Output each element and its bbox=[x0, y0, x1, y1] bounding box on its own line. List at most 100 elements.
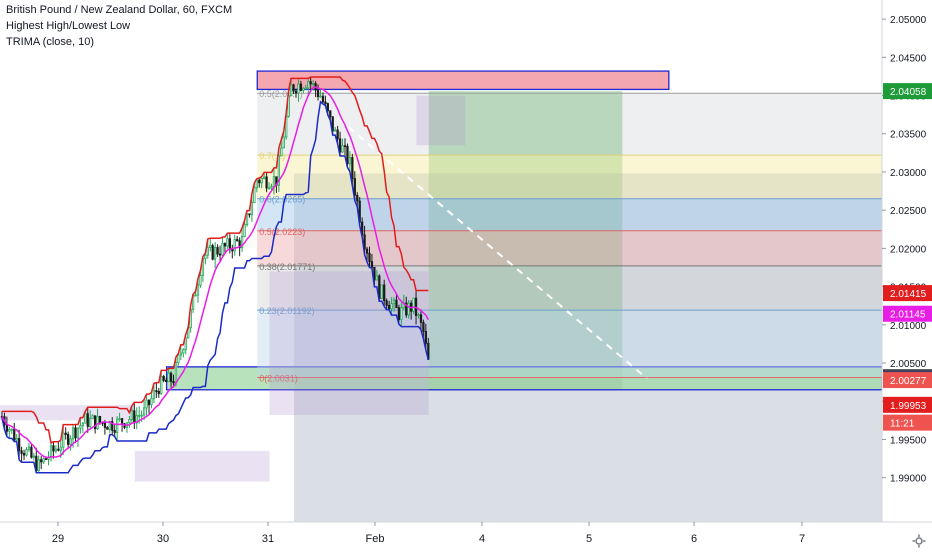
range-shading bbox=[294, 173, 882, 522]
x-tick-label: 7 bbox=[799, 533, 805, 545]
candle-body bbox=[57, 448, 60, 451]
y-tick-label: 1.99500 bbox=[890, 435, 927, 446]
y-tick-label: 2.02500 bbox=[890, 206, 927, 217]
candle-body bbox=[93, 415, 97, 430]
highest-high-line[interactable] bbox=[2, 76, 429, 444]
candle-body bbox=[407, 302, 410, 316]
candle-body bbox=[351, 157, 354, 179]
candle-body bbox=[383, 284, 386, 302]
candle-body bbox=[363, 234, 366, 250]
fib-level-label: 0.5(2.03...) bbox=[259, 89, 303, 99]
candle-body bbox=[258, 179, 261, 184]
candle-body bbox=[417, 314, 420, 317]
candle-body bbox=[177, 354, 180, 363]
candle-body bbox=[272, 176, 276, 187]
candle-body bbox=[86, 413, 89, 427]
candle-body bbox=[248, 213, 251, 216]
candle-body bbox=[138, 414, 141, 417]
candle-body bbox=[397, 307, 401, 320]
price-label-bg[interactable] bbox=[883, 372, 932, 389]
candle-body bbox=[62, 432, 65, 448]
candle-body bbox=[341, 145, 344, 153]
price-label-bg[interactable] bbox=[883, 285, 932, 302]
candle-body bbox=[387, 305, 391, 310]
fib-level-label: 0.23(2.01192) bbox=[259, 306, 314, 316]
fibonacci-layer: 0.5(2.03...) 0.7(...) 0.6(2.0265) 0.5(2.022… bbox=[257, 89, 882, 384]
candle-body bbox=[289, 84, 293, 97]
candle-body bbox=[380, 284, 383, 299]
candle-body bbox=[302, 88, 305, 91]
settings-gear-icon[interactable] bbox=[912, 534, 926, 548]
candle-body bbox=[5, 424, 9, 432]
y-tick-label: 2.03000 bbox=[890, 168, 927, 179]
candle-body bbox=[20, 450, 23, 454]
y-tick-label: 2.02000 bbox=[890, 244, 927, 255]
candle-body bbox=[69, 438, 72, 445]
candle-body bbox=[419, 314, 423, 323]
candle-body bbox=[368, 252, 371, 263]
fib-level-label: 0.38(2.01771) bbox=[259, 262, 315, 272]
candle-body bbox=[348, 157, 352, 165]
candle-body bbox=[162, 376, 165, 381]
candle-body bbox=[42, 458, 45, 463]
candle-body bbox=[299, 83, 303, 91]
y-tick-label: 2.03500 bbox=[890, 130, 927, 141]
candle-body bbox=[118, 418, 121, 421]
candle-body bbox=[321, 95, 325, 103]
candle-body bbox=[128, 419, 131, 424]
y-tick-label: 1.99000 bbox=[890, 474, 927, 485]
candle-body bbox=[240, 236, 244, 249]
candle-body bbox=[150, 398, 153, 406]
lowest-low-line[interactable] bbox=[1, 100, 430, 474]
cloud-area bbox=[134, 450, 270, 482]
price-label-bg[interactable] bbox=[883, 396, 932, 413]
price-scale-bg[interactable] bbox=[882, 0, 932, 550]
candle-body bbox=[412, 297, 415, 312]
price-label-text: 2.04058 bbox=[890, 87, 927, 98]
price-label-bg[interactable] bbox=[883, 414, 932, 431]
candle-body bbox=[233, 239, 236, 252]
time-scale-bg[interactable] bbox=[0, 522, 932, 550]
price-label-bg[interactable] bbox=[883, 305, 932, 322]
candle-body bbox=[267, 187, 271, 190]
x-tick-label: 5 bbox=[586, 533, 592, 545]
candle-body bbox=[292, 84, 295, 92]
price-label-text: 2.01145 bbox=[890, 310, 926, 321]
candle-body bbox=[218, 253, 222, 256]
price-label-bg[interactable] bbox=[883, 83, 932, 100]
projection-dashed-line[interactable] bbox=[337, 117, 648, 380]
candle-body bbox=[179, 352, 182, 356]
candle-body bbox=[15, 438, 18, 441]
fib-band bbox=[257, 265, 882, 311]
y-tick-label: 2.01000 bbox=[890, 321, 927, 332]
y-tick-label: 2.04500 bbox=[890, 53, 927, 64]
trima-line[interactable] bbox=[1, 86, 429, 459]
indicator-label-trima[interactable]: TRIMA (close, 10) bbox=[6, 36, 95, 48]
candle-body bbox=[356, 194, 359, 202]
candle-body bbox=[147, 399, 151, 406]
candle-body bbox=[238, 240, 241, 249]
candle-body bbox=[67, 434, 70, 445]
candle-body bbox=[44, 458, 48, 460]
candle-body bbox=[52, 445, 55, 452]
resistance-zone[interactable] bbox=[256, 70, 670, 91]
candle-body bbox=[405, 302, 408, 316]
candles-layer bbox=[0, 76, 430, 473]
price-label-text: 1.99953 bbox=[890, 401, 927, 412]
candle-body bbox=[116, 418, 119, 433]
candle-body bbox=[18, 438, 21, 452]
candle-body bbox=[8, 429, 11, 432]
fib-band bbox=[257, 230, 882, 266]
candle-body bbox=[319, 95, 322, 98]
candle-body bbox=[221, 243, 224, 256]
candle-body bbox=[255, 179, 258, 189]
indicator-label-hhll[interactable]: Highest High/Lowest Low bbox=[6, 20, 131, 32]
candle-body bbox=[400, 307, 403, 320]
candle-body bbox=[346, 145, 349, 165]
candle-body bbox=[309, 81, 312, 85]
candle-body bbox=[30, 446, 33, 458]
candle-body bbox=[27, 446, 31, 451]
price-label-text: 11:21 bbox=[890, 419, 915, 430]
